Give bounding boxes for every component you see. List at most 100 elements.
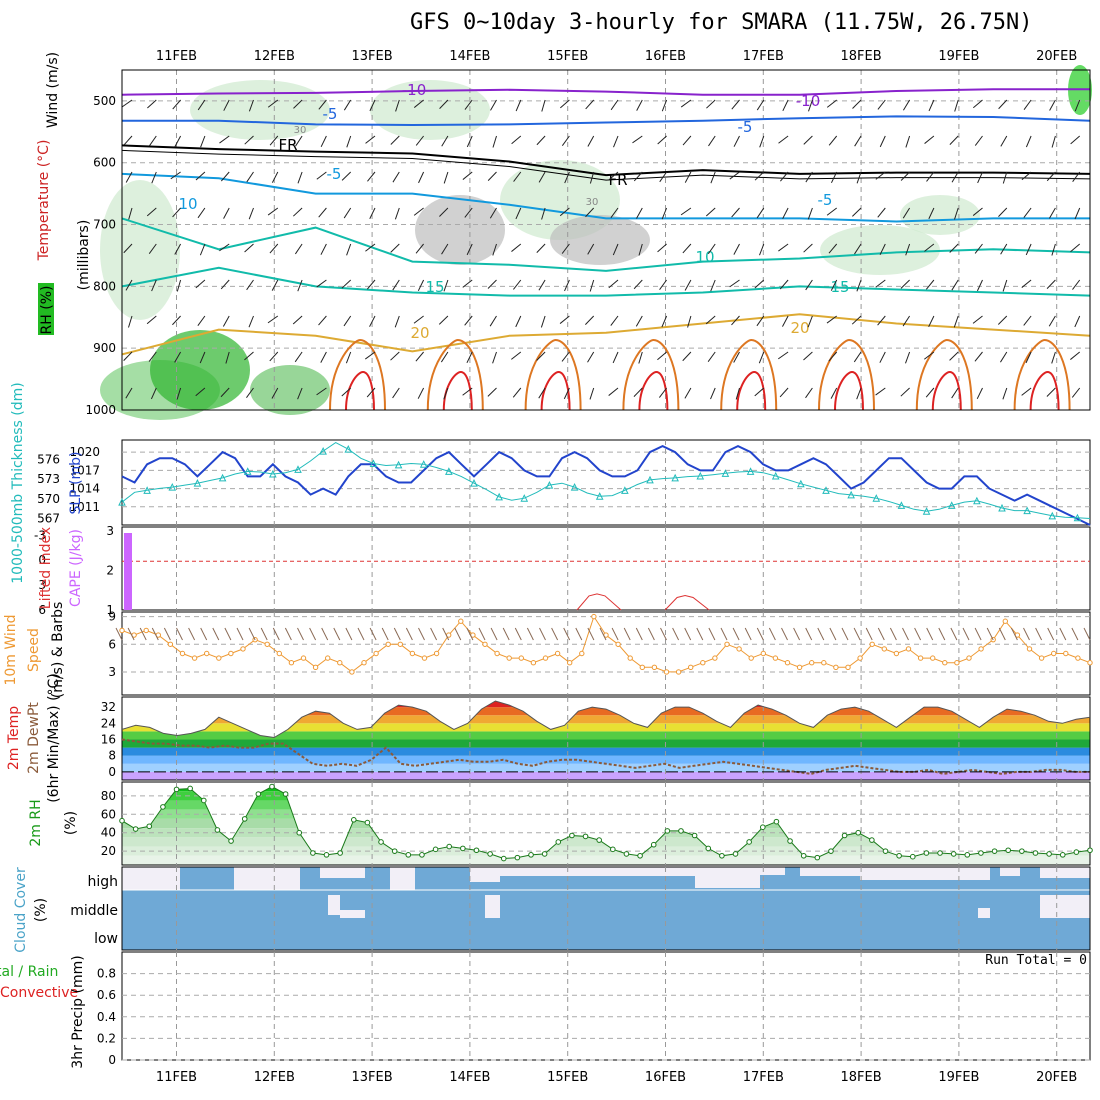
temp-frame [121,696,1091,781]
thickness-marker [369,459,378,468]
rh-marker [664,828,671,834]
wind-barb [1000,135,1008,147]
rh-marker [296,829,303,836]
wind-barb [1051,351,1056,364]
date-label-bottom: 13FEB [352,1070,393,1085]
surface-wind-barb [768,627,776,641]
isotherm-line [121,266,1091,297]
surface-wind-barb [902,627,909,641]
wind-barb [462,171,473,180]
wind-barb [733,135,740,147]
rh-marker [923,850,930,856]
wind-barb [464,99,473,110]
wind-barb [413,207,424,216]
wind-barb [733,351,740,363]
precip-convective-label: Convective [0,985,78,1001]
surface-wind-barb [623,627,631,641]
thickness-marker [495,492,503,501]
wind-barb [659,279,668,291]
wind-marker [300,655,307,661]
wind-barb [879,135,886,148]
wind-barb [172,99,181,110]
rh-marker [1032,850,1039,856]
wind-barb [462,279,473,288]
wind-barb [610,315,619,326]
rh-marker [541,851,548,857]
wind-barb [125,171,133,183]
rh-marker [514,854,521,861]
wind-barb [905,243,911,256]
thickness-marker [897,501,906,509]
thickness-tick: 576 [37,453,60,467]
contour-label: 30 [586,197,599,208]
surface-wind-barb [563,627,571,641]
surface-wind-barb [466,627,474,641]
surface-wind-barb [163,627,171,641]
wind-barb [1023,315,1032,326]
wind-barb [1000,243,1008,255]
wind-barb [951,171,959,183]
wind-barb [295,135,303,147]
contour-label: -5 [327,165,342,183]
li-tick: -3 [34,528,46,542]
surface-wind-barb [829,627,837,641]
rh-marker [405,852,412,858]
cloud-low-label: low [94,931,118,947]
wind-marker [143,627,149,634]
cape-axis-label: CAPE (J/kg) [68,529,84,607]
rh-marker [1059,852,1066,858]
wind-barb [756,207,765,219]
date-label-bottom: 20FEB [1036,1070,1077,1085]
wind-barb [900,387,910,397]
surface-wind-barb [841,627,849,641]
thickness-line [121,442,1091,519]
surface-wind-barb [720,627,728,641]
contour-label: -5 [323,105,338,123]
wind-barb [680,207,692,216]
rh-shade [250,365,330,415]
dewpt-axis-label: 2m DewPt [26,702,42,774]
wind-barb [365,135,376,144]
wind-barb [392,171,400,183]
wind-barb [1021,279,1032,288]
rh-marker [119,817,125,824]
pressure-tick: 800 [93,279,116,293]
wind-barb [316,387,327,396]
wind-barb [875,171,886,180]
wind-barb [635,315,643,327]
thickness-tick: 567 [37,511,60,525]
wind-barb [657,243,667,253]
rh-marker [800,852,807,859]
wind-marker [760,650,766,657]
wind-barb [343,315,352,327]
wind-barb [176,279,182,292]
wind-barb [638,243,643,256]
temp-band [122,755,1090,764]
wind-barb [756,99,765,111]
rh-marker [828,848,834,854]
isotherm-hot [736,370,767,411]
wind-barb [682,351,692,362]
wind-barb [1002,171,1008,184]
temp-axis-label: 2m Temp [6,706,22,770]
wind-barb [123,351,133,361]
wind-barb [661,315,668,328]
isotherm-warm [818,338,875,411]
surface-wind-barb [321,627,329,641]
wind-barb [707,351,716,363]
wind-marker [554,650,561,657]
wind-barb [341,387,352,397]
thickness-marker [746,467,755,475]
rh-marker [787,838,793,844]
thickness-marker [419,460,428,468]
rh-marker [473,847,480,854]
wind-barb [366,279,376,290]
wind-barb [687,315,692,328]
wind-barb [807,315,813,328]
date-label-top: 12FEB [254,49,295,64]
thickness-marker [445,467,453,475]
wind-marker [651,664,658,671]
surface-wind-barb [539,627,546,641]
date-label-top: 18FEB [841,49,882,64]
thickness-marker [143,486,151,494]
